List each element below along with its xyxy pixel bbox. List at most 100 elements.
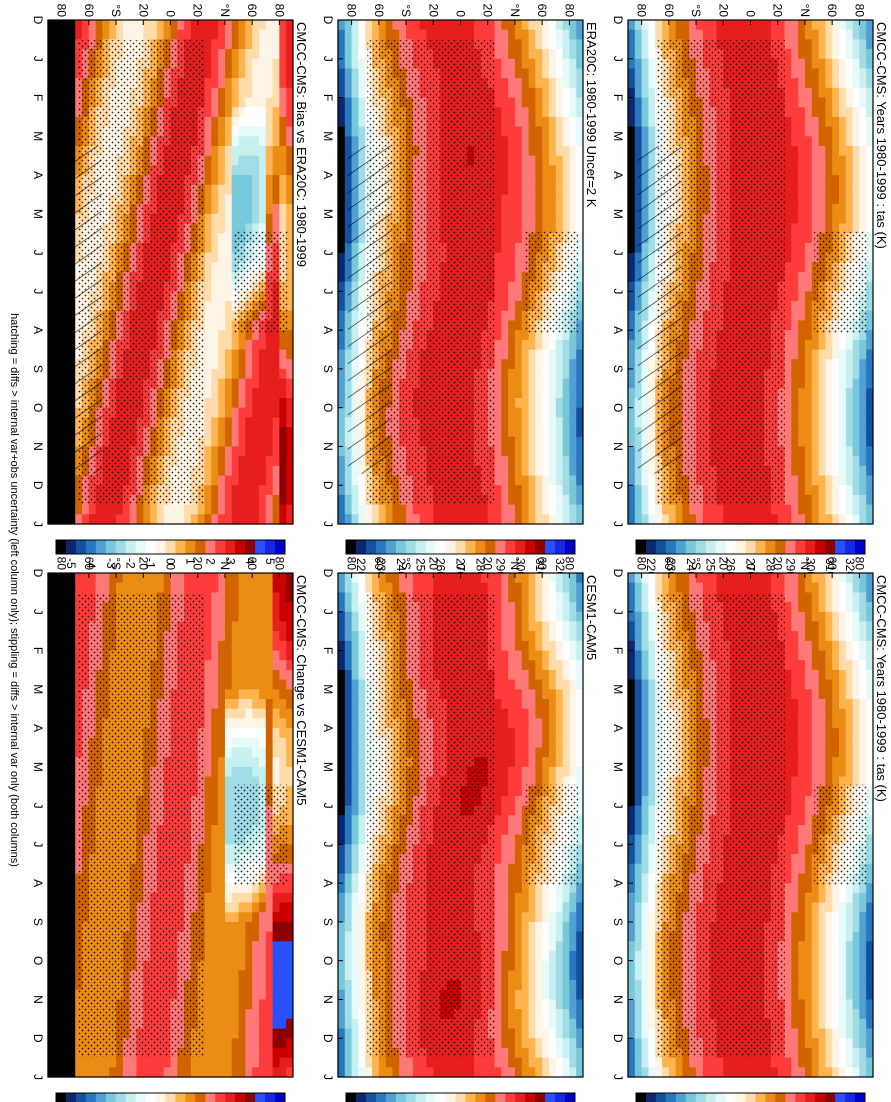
heat-cell — [858, 20, 867, 31]
heat-cell — [661, 504, 669, 515]
heat-cell — [811, 660, 819, 671]
heat-cell — [722, 20, 731, 31]
heat-cell — [783, 136, 792, 147]
heat-cell — [858, 146, 867, 157]
heat-cell — [634, 58, 642, 70]
heat-cell — [790, 805, 799, 816]
heat-cell — [627, 68, 635, 79]
heat-cell — [817, 165, 826, 176]
heat-cell — [790, 359, 799, 370]
heat-cell — [797, 708, 805, 719]
heat-cell — [858, 757, 867, 768]
x-tick-label: J — [611, 803, 625, 809]
heat-cell — [831, 611, 839, 623]
heat-cell — [845, 417, 853, 428]
heat-cell — [634, 640, 642, 652]
heat-cell — [783, 58, 792, 70]
heat-cell — [507, 58, 515, 70]
heat-cell — [811, 708, 819, 719]
heat-cell — [817, 1067, 826, 1078]
heat-cell — [507, 68, 515, 79]
heat-cell — [838, 359, 846, 370]
heat-cell — [838, 485, 846, 496]
heat-cell — [811, 465, 819, 477]
heat-cell — [797, 262, 805, 273]
heat-cell — [527, 107, 536, 118]
heat-cell — [473, 29, 481, 40]
heat-cell — [641, 999, 649, 1010]
heat-cell — [797, 20, 805, 31]
heat-cell — [797, 126, 805, 137]
heat-cell — [797, 863, 805, 875]
heat-cell — [521, 213, 529, 225]
heat-cell — [641, 494, 649, 506]
heat-cell — [661, 514, 669, 525]
heat-cell — [419, 20, 427, 31]
heat-cell — [824, 504, 833, 515]
heat-cell — [534, 107, 543, 118]
heat-cell — [797, 776, 805, 787]
heat-cell — [790, 921, 799, 933]
heat-cell — [851, 155, 860, 166]
heat-cell — [811, 223, 819, 234]
heat-cell — [804, 213, 812, 225]
heat-cell — [817, 912, 826, 923]
heat-cell — [865, 504, 873, 515]
heat-cell — [647, 1028, 656, 1039]
heat-cell — [811, 136, 819, 147]
heat-cell — [722, 582, 731, 593]
heat-cell — [824, 728, 833, 739]
heat-cell — [858, 611, 867, 623]
heat-cell — [641, 1018, 649, 1030]
heat-cell — [824, 446, 833, 457]
heat-cell — [865, 737, 873, 749]
heat-cell — [575, 58, 583, 70]
heat-cell — [811, 1018, 819, 1030]
heat-cell — [561, 116, 570, 128]
heat-cell — [851, 1057, 860, 1068]
heat-cell — [804, 514, 812, 525]
heat-cell — [811, 126, 819, 137]
heat-cell — [804, 126, 812, 137]
heat-cell — [838, 126, 846, 137]
heat-cell — [521, 194, 529, 205]
heat-cell — [647, 87, 656, 99]
heat-cell — [845, 728, 853, 739]
heat-cell — [817, 1028, 826, 1039]
heat-cell — [634, 631, 642, 642]
heat-cell — [790, 87, 799, 99]
heat-cell — [845, 446, 853, 457]
heat-cell — [838, 592, 846, 603]
heat-cell — [845, 737, 853, 749]
heat-cell — [797, 184, 805, 196]
heat-cell — [797, 291, 805, 302]
heat-cell — [811, 912, 819, 923]
heat-cell — [507, 242, 515, 254]
heat-cell — [371, 20, 379, 31]
heat-cell — [514, 301, 522, 312]
heat-cell — [804, 155, 812, 166]
heat-cell — [790, 883, 799, 894]
heat-cell — [790, 699, 799, 710]
heat-cell — [817, 494, 826, 506]
heat-cell — [627, 252, 635, 263]
colorbar-swatch — [794, 1093, 806, 1102]
heat-cell — [575, 165, 583, 176]
heat-cell — [647, 989, 656, 1001]
heat-cell — [783, 776, 792, 787]
heat-cell — [817, 155, 826, 166]
heat-cell — [831, 155, 839, 166]
heat-cell — [831, 941, 839, 952]
heat-cell — [865, 97, 873, 108]
heat-cell — [804, 1067, 812, 1078]
heat-cell — [729, 1067, 737, 1078]
heat-cell — [865, 398, 873, 409]
heat-cell — [514, 107, 522, 118]
heat-cell — [851, 417, 860, 428]
heat-cell — [548, 204, 556, 215]
heat-cell — [824, 49, 833, 60]
heat-cell — [790, 78, 799, 89]
heat-cell — [647, 136, 656, 147]
heat-cell — [783, 272, 792, 283]
heat-cell — [493, 78, 502, 89]
